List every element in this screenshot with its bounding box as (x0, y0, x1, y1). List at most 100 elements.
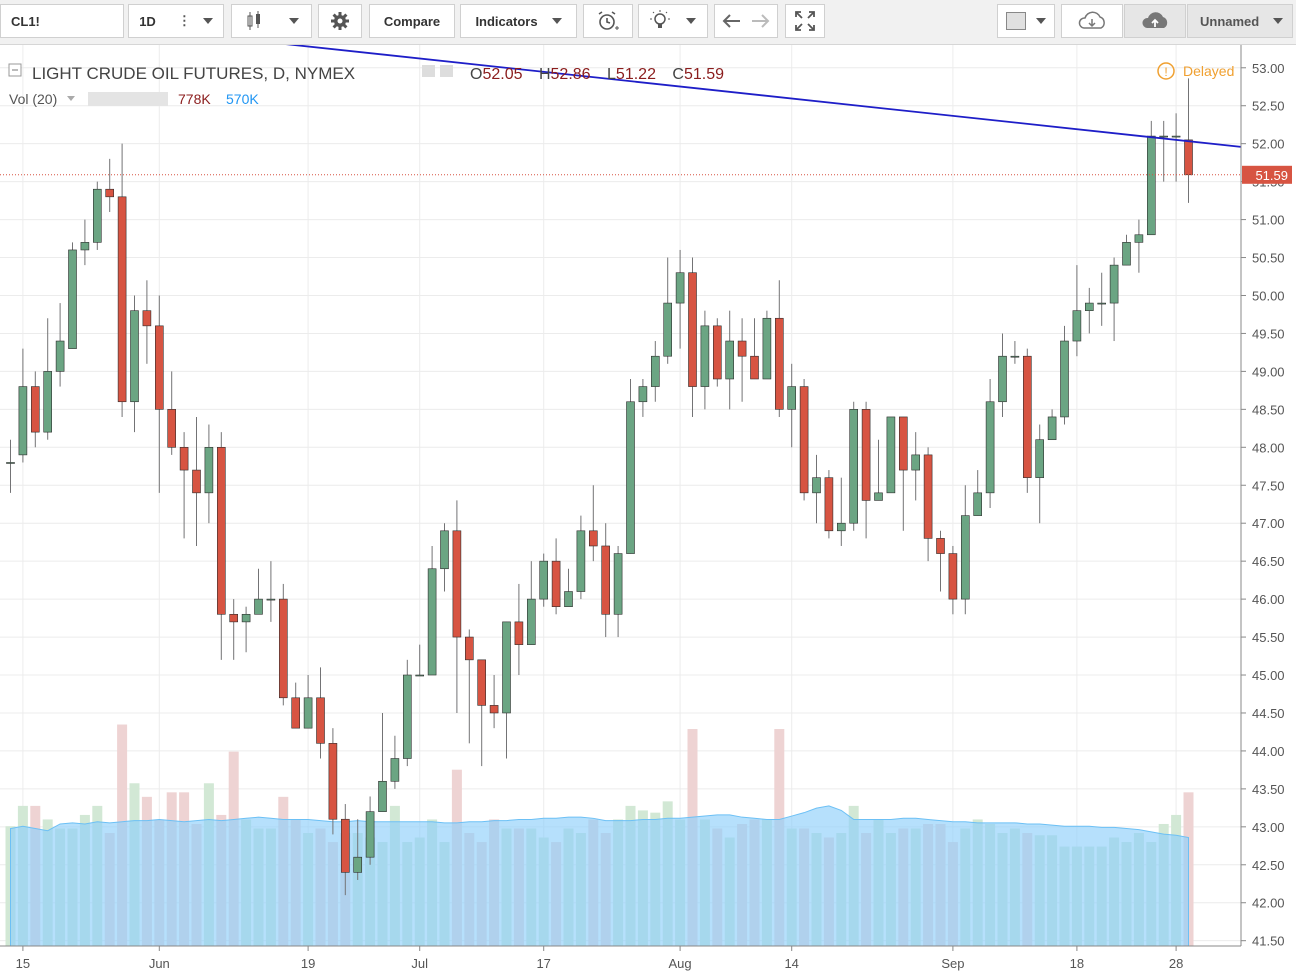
candle-down (861, 409, 871, 501)
candle-down (452, 530, 462, 638)
redo-icon[interactable] (750, 13, 770, 29)
candle-up (787, 386, 797, 410)
y-tick-label: 43.50 (1252, 782, 1285, 797)
candle-up (663, 302, 673, 357)
drawing-color-button[interactable] (997, 4, 1055, 38)
candle-up (415, 674, 425, 677)
candle-up (130, 310, 139, 403)
layout-name-button[interactable]: Unnamed (1187, 4, 1293, 38)
more-dots-icon: ⋮ (177, 13, 191, 28)
volume-study-title: Vol (20) (9, 91, 57, 107)
high-value: 52.86 (551, 66, 591, 83)
candle-up (1010, 355, 1020, 358)
candle-down (192, 469, 201, 494)
x-tick-label: Sep (941, 956, 964, 971)
candle-down (340, 818, 350, 873)
y-tick-label: 50.00 (1252, 288, 1285, 303)
candle-down (712, 325, 722, 380)
x-tick-label: Jun (149, 956, 170, 971)
candle-up (613, 553, 623, 615)
fullscreen-button[interactable] (785, 4, 825, 38)
candle-down (1184, 139, 1193, 176)
chevron-down-icon (551, 18, 562, 24)
candle-up (836, 522, 846, 532)
settings-icon[interactable] (440, 65, 453, 77)
candle-up (812, 477, 821, 494)
time-axis[interactable]: 15 Jun 19 Jul 17 Aug 14 Sep 18 28 (16, 946, 1184, 971)
y-tick-label: 45.50 (1252, 630, 1285, 645)
candle-up (80, 242, 90, 251)
candle-up (93, 188, 102, 243)
candle-down (142, 310, 152, 327)
undo-redo-group (714, 4, 778, 38)
candle-up (1134, 234, 1144, 243)
volume-ma-value: 570K (226, 91, 259, 107)
candle-up (1060, 340, 1069, 418)
candle-down (688, 272, 697, 387)
y-tick-label: 42.50 (1252, 858, 1285, 873)
candle-up (626, 401, 635, 554)
save-layout-button[interactable] (1124, 4, 1186, 38)
trend-line[interactable] (153, 45, 1242, 148)
y-tick-label: 44.50 (1252, 706, 1285, 721)
alarm-clock-icon (598, 11, 619, 30)
x-tick-label: Aug (669, 956, 692, 971)
candle-up (725, 340, 735, 380)
candle-up (68, 249, 77, 349)
eye-icon[interactable] (422, 65, 435, 77)
study-controls-icons[interactable] (88, 92, 168, 106)
price-axis[interactable]: 41.50 42.00 42.50 43.00 43.50 44.00 44.50 45.00… (1241, 61, 1285, 949)
warning-icon (1157, 62, 1175, 80)
candle-down (1022, 355, 1032, 478)
candle-up (985, 401, 995, 494)
candle-up (6, 462, 15, 464)
alert-button[interactable] (583, 4, 633, 38)
candle-down (291, 697, 301, 729)
settings-button[interactable] (318, 4, 362, 38)
x-tick-label: 17 (536, 956, 550, 971)
candle-up (1122, 242, 1131, 266)
candle-up (576, 530, 586, 592)
interval-selector[interactable]: 1D ⋮ (128, 4, 224, 38)
compare-button[interactable]: Compare (369, 4, 455, 38)
x-tick-label: 15 (16, 956, 30, 971)
candle-series (6, 78, 1193, 896)
open-label: O (470, 66, 482, 83)
candle-up (18, 386, 28, 456)
candle-down (514, 621, 524, 645)
candle-up (1047, 416, 1057, 441)
candle-up (1147, 135, 1156, 236)
candle-up (43, 371, 53, 433)
y-tick-label: 51.00 (1252, 213, 1285, 228)
candle-down (489, 705, 499, 714)
legend: LIGHT CRUDE OIL FUTURES, D, NYMEX O52.05… (8, 62, 1234, 107)
delayed-label: Delayed (1183, 63, 1234, 79)
chevron-down-icon[interactable] (67, 96, 75, 101)
candle-down (278, 598, 288, 699)
y-tick-label: 41.50 (1252, 934, 1285, 949)
ideas-button[interactable] (638, 4, 708, 38)
chart-area[interactable]: 41.50 42.00 42.50 43.00 43.50 44.00 44.50 45.00… (0, 45, 1296, 976)
y-tick-label: 44.00 (1252, 744, 1285, 759)
y-tick-label: 52.00 (1252, 137, 1285, 152)
y-tick-label: 52.50 (1252, 99, 1285, 114)
gear-icon (331, 12, 349, 30)
last-price-label: 51.59 (1242, 165, 1292, 184)
candle-down (217, 446, 226, 615)
chevron-down-icon (288, 18, 299, 24)
indicators-button[interactable]: Indicators (460, 4, 577, 38)
x-tick-label: Jul (411, 956, 428, 971)
candle-down (774, 317, 784, 410)
undo-icon[interactable] (722, 13, 742, 29)
load-layout-button[interactable] (1061, 4, 1123, 38)
candle-down (551, 560, 561, 608)
interval-text: 1D (139, 13, 156, 29)
candle-up (353, 856, 363, 873)
candle-up (675, 272, 685, 304)
chevron-down-icon (202, 18, 213, 24)
symbol-search[interactable]: CL1! (0, 4, 124, 38)
candle-up (564, 591, 573, 608)
chart-style-button[interactable] (231, 4, 312, 38)
y-tick-label: 48.00 (1252, 440, 1285, 455)
x-tick-label: 19 (301, 956, 315, 971)
